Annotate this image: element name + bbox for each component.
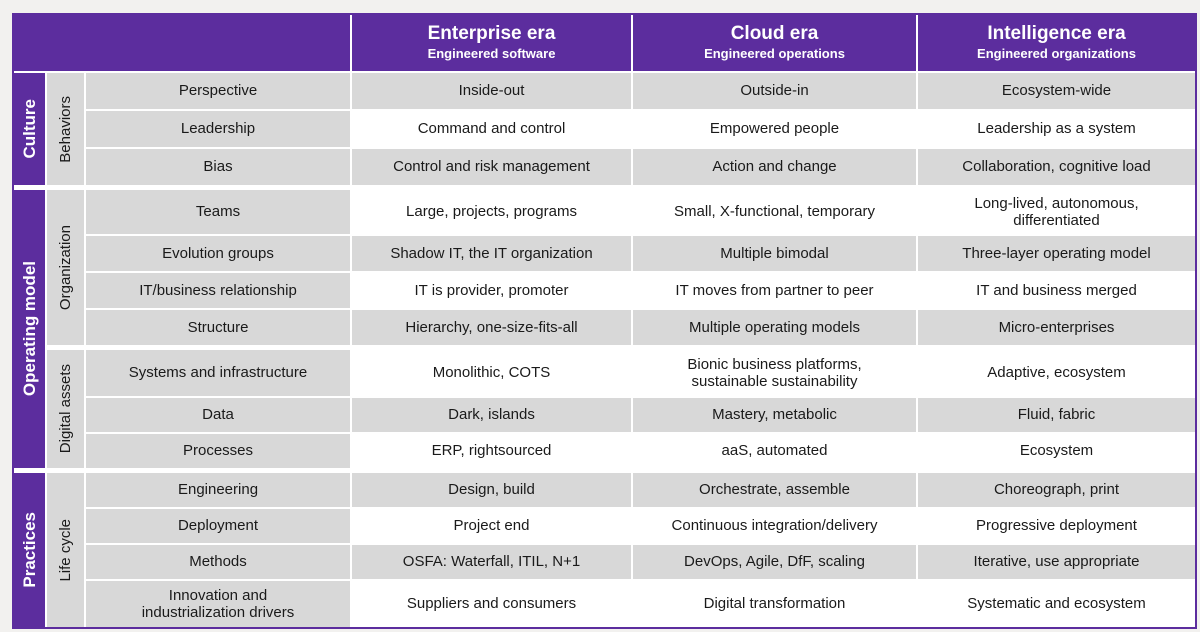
value-cell: Ecosystem bbox=[918, 434, 1195, 468]
value-cell: Multiple bimodal bbox=[633, 236, 916, 271]
column-header-intelligence-era: Intelligence era Engineered organization… bbox=[918, 15, 1195, 71]
value-cell: Systematic and ecosystem bbox=[918, 581, 1195, 627]
row-label: IT/business relationship bbox=[86, 273, 350, 308]
value-cell: Design, build bbox=[352, 473, 631, 507]
value-cell: Small, X-functional, temporary bbox=[633, 190, 916, 234]
group-label-culture: Culture bbox=[14, 73, 45, 185]
value-cell: DevOps, Agile, DfF, scaling bbox=[633, 545, 916, 579]
value-cell: Bionic business platforms, sustainable s… bbox=[633, 350, 916, 396]
value-cell: Iterative, use appropriate bbox=[918, 545, 1195, 579]
row-label: Evolution groups bbox=[86, 236, 350, 271]
value-cell: aaS, automated bbox=[633, 434, 916, 468]
value-cell: Hierarchy, one-size-fits-all bbox=[352, 310, 631, 345]
subgroup-label-digital-assets: Digital assets bbox=[47, 350, 84, 468]
value-cell: Progressive deployment bbox=[918, 509, 1195, 543]
row-label: Innovation and industrialization drivers bbox=[86, 581, 350, 627]
row-label: Data bbox=[86, 398, 350, 432]
era-title: Cloud era bbox=[730, 23, 819, 45]
value-cell: Empowered people bbox=[633, 111, 916, 147]
era-subtitle: Engineered software bbox=[427, 46, 556, 62]
value-cell: Choreograph, print bbox=[918, 473, 1195, 507]
value-cell: IT is provider, promoter bbox=[352, 273, 631, 308]
value-cell: Continuous integration/delivery bbox=[633, 509, 916, 543]
value-cell: Digital transformation bbox=[633, 581, 916, 627]
value-cell: Action and change bbox=[633, 149, 916, 185]
value-cell: IT and business merged bbox=[918, 273, 1195, 308]
value-cell: Leadership as a system bbox=[918, 111, 1195, 147]
value-cell: OSFA: Waterfall, ITIL, N+1 bbox=[352, 545, 631, 579]
value-cell: Command and control bbox=[352, 111, 631, 147]
subgroup-label-life-cycle: Life cycle bbox=[47, 473, 84, 627]
value-cell: Inside-out bbox=[352, 73, 631, 109]
value-cell: Control and risk management bbox=[352, 149, 631, 185]
subgroup-label-organization: Organization bbox=[47, 190, 84, 345]
value-cell: Three-layer operating model bbox=[918, 236, 1195, 271]
row-label: Deployment bbox=[86, 509, 350, 543]
column-header-cloud-era: Cloud era Engineered operations bbox=[633, 15, 916, 71]
value-cell: Fluid, fabric bbox=[918, 398, 1195, 432]
row-label: Perspective bbox=[86, 73, 350, 109]
subgroup-label-behaviors: Behaviors bbox=[47, 73, 84, 185]
value-cell: Micro-enterprises bbox=[918, 310, 1195, 345]
value-cell: Mastery, metabolic bbox=[633, 398, 916, 432]
column-header-enterprise-era: Enterprise era Engineered software bbox=[352, 15, 631, 71]
group-label-operating-model: Operating model bbox=[14, 190, 45, 468]
group-label-practices: Practices bbox=[14, 473, 45, 627]
era-title: Enterprise era bbox=[427, 23, 556, 45]
row-label: Processes bbox=[86, 434, 350, 468]
value-cell: Ecosystem-wide bbox=[918, 73, 1195, 109]
value-cell: Adaptive, ecosystem bbox=[918, 350, 1195, 396]
value-cell: IT moves from partner to peer bbox=[633, 273, 916, 308]
value-cell: Project end bbox=[352, 509, 631, 543]
row-label: Structure bbox=[86, 310, 350, 345]
row-label: Leadership bbox=[86, 111, 350, 147]
era-subtitle: Engineered operations bbox=[704, 46, 845, 62]
era-subtitle: Engineered organizations bbox=[977, 46, 1136, 62]
value-cell: Long-lived, autonomous, differentiated bbox=[918, 190, 1195, 234]
value-cell: ERP, rightsourced bbox=[352, 434, 631, 468]
value-cell: Large, projects, programs bbox=[352, 190, 631, 234]
row-label: Bias bbox=[86, 149, 350, 185]
era-title: Intelligence era bbox=[987, 23, 1126, 45]
era-comparison-table: Enterprise era Engineered software Cloud… bbox=[12, 13, 1197, 629]
value-cell: Orchestrate, assemble bbox=[633, 473, 916, 507]
header-corner bbox=[14, 15, 350, 71]
row-label: Systems and infrastructure bbox=[86, 350, 350, 396]
value-cell: Monolithic, COTS bbox=[352, 350, 631, 396]
value-cell: Collaboration, cognitive load bbox=[918, 149, 1195, 185]
value-cell: Multiple operating models bbox=[633, 310, 916, 345]
row-label: Engineering bbox=[86, 473, 350, 507]
row-label: Methods bbox=[86, 545, 350, 579]
value-cell: Outside-in bbox=[633, 73, 916, 109]
value-cell: Suppliers and consumers bbox=[352, 581, 631, 627]
row-label: Teams bbox=[86, 190, 350, 234]
value-cell: Shadow IT, the IT organization bbox=[352, 236, 631, 271]
value-cell: Dark, islands bbox=[352, 398, 631, 432]
